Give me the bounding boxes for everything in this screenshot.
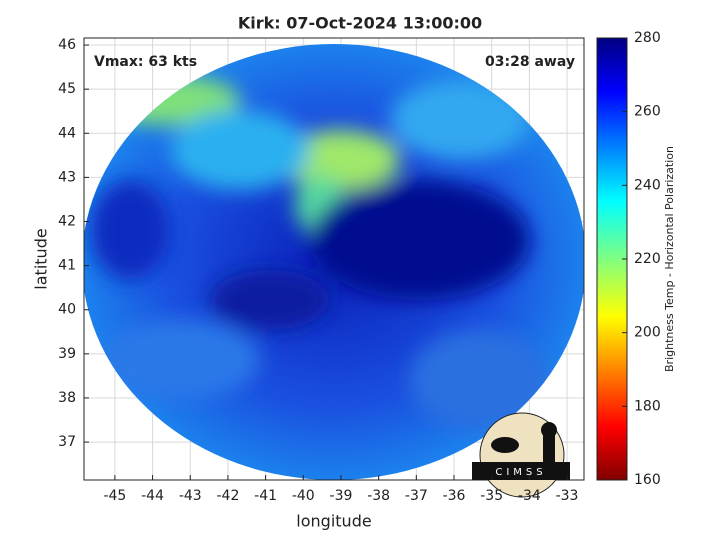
x-tick-label: -37 bbox=[405, 488, 428, 504]
colorbar-tick-label: 260 bbox=[634, 104, 661, 120]
logo: CIMSS bbox=[472, 412, 570, 498]
x-tick-label: -35 bbox=[480, 488, 503, 504]
x-tick-label: -39 bbox=[330, 488, 353, 504]
y-tick-label: 41 bbox=[58, 258, 76, 274]
colorbar-tick-label: 200 bbox=[634, 325, 661, 341]
y-tick-label: 39 bbox=[58, 346, 76, 362]
y-tick-label: 37 bbox=[58, 434, 76, 450]
x-tick-label: -38 bbox=[367, 488, 390, 504]
colorbar-tick-label: 240 bbox=[634, 177, 661, 193]
plot-frame bbox=[83, 37, 585, 481]
annotation: Vmax: 63 kts bbox=[94, 54, 197, 70]
y-tick-label: 45 bbox=[58, 81, 76, 97]
x-tick-label: -43 bbox=[179, 488, 202, 504]
x-tick-label: -40 bbox=[292, 488, 315, 504]
x-axis-label: longitude bbox=[296, 512, 371, 531]
colorbar-tick-label: 220 bbox=[634, 251, 661, 267]
y-tick-label: 40 bbox=[58, 302, 76, 318]
x-tick-label: -44 bbox=[141, 488, 164, 504]
chart-title: Kirk: 07-Oct-2024 13:00:00 bbox=[238, 14, 482, 33]
colorbar-label: Brightness Temp - Horizontal Polarizatio… bbox=[663, 146, 676, 372]
y-tick-label: 38 bbox=[58, 390, 76, 406]
x-tick-label: -36 bbox=[443, 488, 466, 504]
annotation: 03:28 away bbox=[485, 54, 575, 70]
x-tick-label: -45 bbox=[103, 488, 126, 504]
x-tick-label: -33 bbox=[556, 488, 579, 504]
y-tick-label: 46 bbox=[58, 37, 76, 53]
colorbar-tick-label: 160 bbox=[634, 472, 661, 488]
logo-text: CIMSS bbox=[495, 467, 546, 478]
y-tick-label: 43 bbox=[58, 169, 76, 185]
x-tick-label: -41 bbox=[254, 488, 277, 504]
x-tick-label: -42 bbox=[216, 488, 239, 504]
y-axis-label: latitude bbox=[32, 228, 51, 289]
x-tick-label: -34 bbox=[518, 488, 541, 504]
y-tick-label: 42 bbox=[58, 214, 76, 230]
colorbar-tick-label: 280 bbox=[634, 30, 661, 46]
colorbar-tick-label: 180 bbox=[634, 398, 661, 414]
y-tick-label: 44 bbox=[58, 125, 76, 141]
